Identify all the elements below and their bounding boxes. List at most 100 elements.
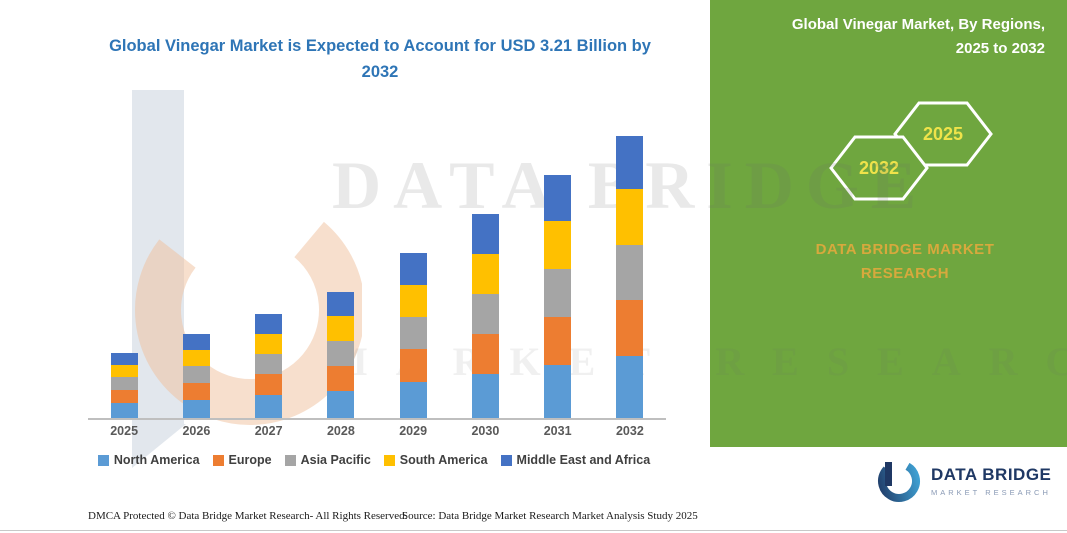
bar-segment (110, 390, 138, 403)
stacked-bar (544, 175, 572, 418)
bar-segment (110, 403, 138, 418)
x-axis-label: 2030 (471, 424, 500, 438)
stacked-bar (399, 253, 427, 418)
company-logo-name: DATA BRIDGE (931, 465, 1052, 484)
bar-segment (327, 316, 355, 341)
bar-segment (544, 269, 572, 317)
company-logo-icon (878, 460, 920, 502)
stacked-bar (616, 136, 644, 418)
legend-item: Europe (212, 453, 272, 467)
bar-segment (399, 382, 427, 418)
bar-segment (182, 366, 210, 383)
stacked-bar (255, 314, 283, 418)
legend-item: Asia Pacific (284, 453, 371, 467)
bar-segment (471, 334, 499, 374)
bar-chart (88, 112, 666, 420)
legend-swatch (284, 454, 296, 466)
bar-segment (255, 395, 283, 418)
legend: North America Europe Asia Pacific South Ame… (78, 453, 670, 467)
x-axis-label: 2031 (543, 424, 572, 438)
side-panel-title: Global Vinegar Market, By Regions, 2025 … (735, 13, 1045, 61)
legend-label: Europe (228, 453, 272, 467)
bar-column (594, 112, 666, 418)
legend-label: Middle East and Africa (516, 453, 651, 467)
bottom-divider (0, 530, 1067, 531)
bar-segment (110, 377, 138, 390)
x-axis-labels: 2025 2026 2027 2028 2029 2030 2031 2032 (88, 424, 666, 438)
bar-segment (544, 175, 572, 221)
side-panel-title-line1: Global Vinegar Market, By Regions, (791, 16, 1045, 33)
bar-segment (399, 253, 427, 285)
bar-segment (182, 383, 210, 400)
brand-text: DATA BRIDGE MARKET RESEARCH (815, 241, 995, 282)
bar-segment (255, 354, 283, 374)
bar-segment (255, 314, 283, 334)
bar-column (522, 112, 594, 418)
legend-label: Asia Pacific (300, 453, 371, 467)
x-axis-label: 2032 (615, 424, 644, 438)
bar-segment (255, 334, 283, 354)
watermark-logo-notch (132, 424, 186, 468)
legend-swatch (212, 454, 224, 466)
bar-segment (471, 294, 499, 334)
side-panel-title-line2: 2025 to 2032 (955, 40, 1045, 57)
bar-segment (399, 317, 427, 349)
bar-segment (182, 350, 210, 366)
chart-title: Global Vinegar Market is Expected to Acc… (109, 37, 651, 82)
stacked-bar (471, 214, 499, 418)
footer-dmca-text: DMCA Protected © Data Bridge Market Rese… (88, 510, 408, 522)
bar-segment (471, 214, 499, 254)
bar-segment (544, 365, 572, 418)
x-axis-label: 2029 (399, 424, 428, 438)
bar-segment (327, 391, 355, 418)
hexagon-2032-label: 2032 (859, 158, 899, 178)
bar-column (377, 112, 449, 418)
legend-item: South America (383, 453, 488, 467)
side-panel: Global Vinegar Market, By Regions, 2025 … (710, 0, 1067, 447)
company-logo-texts: DATA BRIDGE MARKET RESEARCH (931, 465, 1051, 497)
legend-label: South America (399, 453, 488, 467)
company-logo: DATA BRIDGE MARKET RESEARCH (876, 458, 1051, 504)
bar-column (449, 112, 521, 418)
hexagon-badges: 2025 2032 (829, 101, 993, 201)
bar-segment (182, 400, 210, 418)
hexagon-2032-shape (829, 135, 929, 201)
company-logo-swirl (878, 460, 920, 502)
bar-segment (182, 334, 210, 350)
bar-column (88, 112, 160, 418)
bar-segment (544, 221, 572, 269)
bar-column (160, 112, 232, 418)
bar-segment (471, 254, 499, 294)
stacked-bar (110, 353, 138, 418)
legend-swatch (97, 454, 109, 466)
legend-swatch (500, 454, 512, 466)
bar-column (233, 112, 305, 418)
bar-segment (110, 365, 138, 377)
legend-swatch (383, 454, 395, 466)
bar-segment (616, 245, 644, 300)
company-logo-tagline: MARKET RESEARCH (931, 488, 1051, 497)
footer-source-text: Source: Data Bridge Market Research Mark… (402, 510, 698, 522)
bar-segment (616, 356, 644, 418)
bar-segment (399, 349, 427, 382)
bar-segment (255, 374, 283, 395)
x-axis-label: 2026 (182, 424, 211, 438)
stacked-bar (327, 292, 355, 418)
x-axis-label: 2025 (110, 424, 139, 438)
bar-segment (327, 341, 355, 366)
x-axis-label: 2027 (254, 424, 283, 438)
company-logo-stem (885, 462, 892, 486)
bar-segment (327, 292, 355, 316)
bar-segment (110, 353, 138, 365)
legend-item: North America (97, 453, 200, 467)
stacked-bar (182, 334, 210, 418)
bar-column (305, 112, 377, 418)
bar-segment (471, 374, 499, 418)
bar-segment (616, 136, 644, 189)
bar-segment (399, 285, 427, 317)
bar-segment (616, 300, 644, 356)
bar-segment (544, 317, 572, 365)
bar-segment (616, 189, 644, 245)
x-axis-label: 2028 (326, 424, 355, 438)
